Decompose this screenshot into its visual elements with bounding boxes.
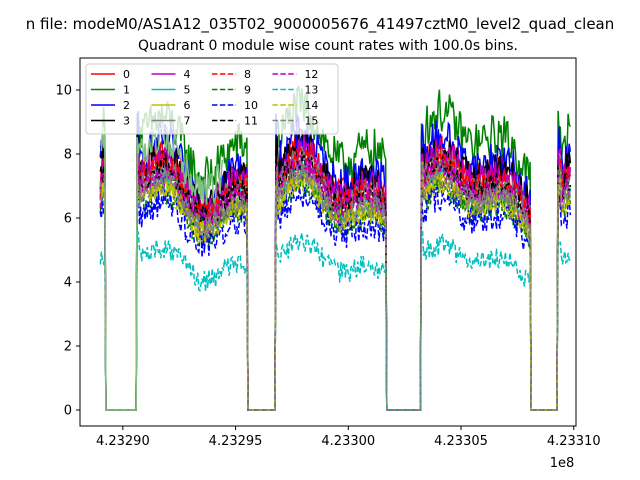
legend-label: 14 [304,99,318,112]
legend-item: 11 [211,115,258,128]
series-line-12 [99,152,572,411]
legend-label: 1 [123,84,130,97]
legend-label: 10 [244,99,258,112]
legend-item: 3 [91,115,130,128]
legend-item: 10 [211,99,258,112]
series-line-13 [99,230,571,411]
x-tick-label: 4.23300 [321,434,375,449]
axes-frame [79,57,577,427]
y-tick-label: 4 [64,276,72,291]
x-tick-label: 4.23290 [96,434,150,449]
x-tick-label: 4.23310 [547,434,601,449]
legend-item: 4 [151,68,190,81]
x-offset-label: 1e8 [550,456,575,471]
legend-box [85,63,339,135]
legend-item: 15 [272,115,318,128]
y-tick-label: 8 [64,148,72,163]
legend-item: 8 [211,68,251,81]
legend-label: 3 [123,115,130,128]
legend-label: 9 [244,84,251,97]
plot-area [99,86,572,411]
legend-item: 6 [151,99,190,112]
legend-label: 7 [183,115,190,128]
legend-label: 0 [123,68,130,81]
legend-label: 4 [183,68,190,81]
legend-item: 5 [151,84,190,97]
legend-label: 15 [304,115,318,128]
legend-label: 12 [304,68,318,81]
y-tick-label: 10 [55,84,72,99]
legend-item: 2 [91,99,130,112]
legend-item: 12 [272,68,318,81]
chart-title: Quadrant 0 module wise count rates with … [138,38,518,54]
legend-item: 13 [272,84,318,97]
y-tick-label: 6 [64,212,72,227]
legend-item: 7 [151,115,190,128]
legend-label: 11 [244,115,258,128]
legend-label: 2 [123,99,130,112]
y-tick-label: 2 [64,340,72,355]
series-line-14 [99,161,572,411]
x-tick-label: 4.23305 [434,434,488,449]
legend-label: 8 [244,68,251,81]
legend-item: 1 [91,84,130,97]
chart-suptitle: n file: modeM0/AS1A12_035T02_9000005676_… [26,15,615,34]
series-line-15 [99,162,572,411]
legend-label: 5 [183,84,190,97]
series-line-10 [99,178,572,411]
legend-item: 9 [211,84,251,97]
x-tick-label: 4.23295 [209,434,263,449]
y-tick-label: 0 [64,404,72,419]
legend-label: 13 [304,84,318,97]
legend-label: 6 [183,99,190,112]
legend-item: 14 [272,99,318,112]
legend-item: 0 [91,68,130,81]
